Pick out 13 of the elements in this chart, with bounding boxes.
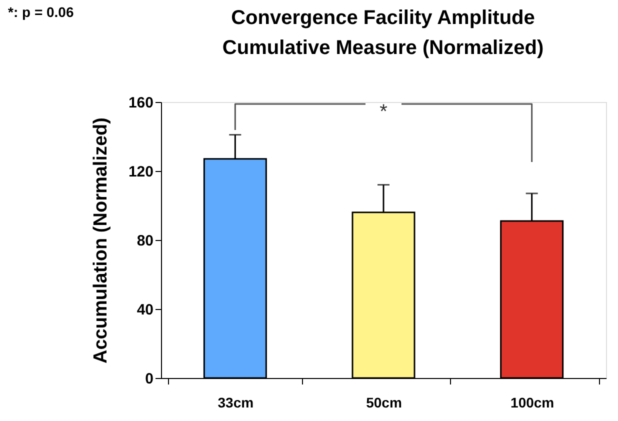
y-tick-label: 160 [128, 94, 154, 112]
y-tick-label: 0 [145, 370, 154, 388]
y-tick-label: 120 [128, 164, 154, 180]
y-tick-label: 40 [136, 302, 154, 318]
x-tick-label: 50cm [366, 394, 402, 410]
x-tick-label: 100cm [510, 394, 554, 410]
y-axis-title: Accumulation (Normalized) [90, 118, 112, 364]
annotation: * [380, 101, 388, 123]
x-tick-label: 33cm [218, 394, 254, 410]
text: *: p = 0.06 [8, 4, 74, 20]
y-tick-label: 80 [136, 232, 154, 250]
text: Convergence Facility Amplitude [231, 7, 535, 29]
text: Cumulative Measure (Normalized) [222, 37, 544, 59]
